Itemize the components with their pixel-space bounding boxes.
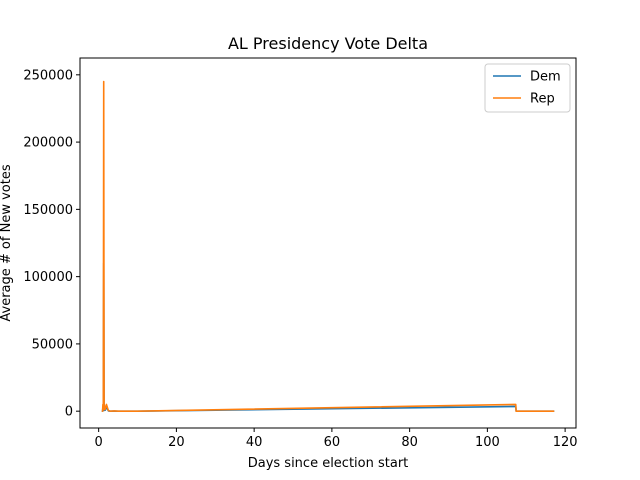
x-axis-label: Days since election start bbox=[248, 456, 409, 471]
y-tick-label: 100000 bbox=[23, 270, 73, 285]
x-tick-label: 0 bbox=[95, 435, 103, 450]
y-tick-label: 250000 bbox=[23, 68, 73, 83]
legend-label-dem: Dem bbox=[530, 70, 561, 85]
x-tick-label: 80 bbox=[401, 435, 418, 450]
y-tick-label: 50000 bbox=[32, 337, 73, 352]
axes-frame bbox=[79, 57, 577, 429]
y-axis: 0 50000 100000 150000 200000 250000 bbox=[23, 68, 80, 420]
x-tick-label: 60 bbox=[324, 435, 341, 450]
y-axis-label: Average # of New votes bbox=[0, 164, 14, 321]
x-axis: 0 20 40 60 80 100 120 bbox=[95, 428, 578, 450]
chart-title: AL Presidency Vote Delta bbox=[228, 34, 428, 53]
y-tick-label: 150000 bbox=[23, 203, 73, 218]
series-line-rep bbox=[101, 80, 555, 413]
x-tick-label: 120 bbox=[553, 435, 578, 450]
y-tick-label: 0 bbox=[65, 405, 73, 420]
plot-area bbox=[101, 80, 555, 413]
y-tick-label: 200000 bbox=[23, 136, 73, 151]
x-tick-label: 40 bbox=[246, 435, 263, 450]
legend-label-rep: Rep bbox=[530, 92, 555, 107]
x-tick-label: 20 bbox=[168, 435, 185, 450]
legend: Dem Rep bbox=[484, 63, 571, 113]
x-tick-label: 100 bbox=[475, 435, 500, 450]
